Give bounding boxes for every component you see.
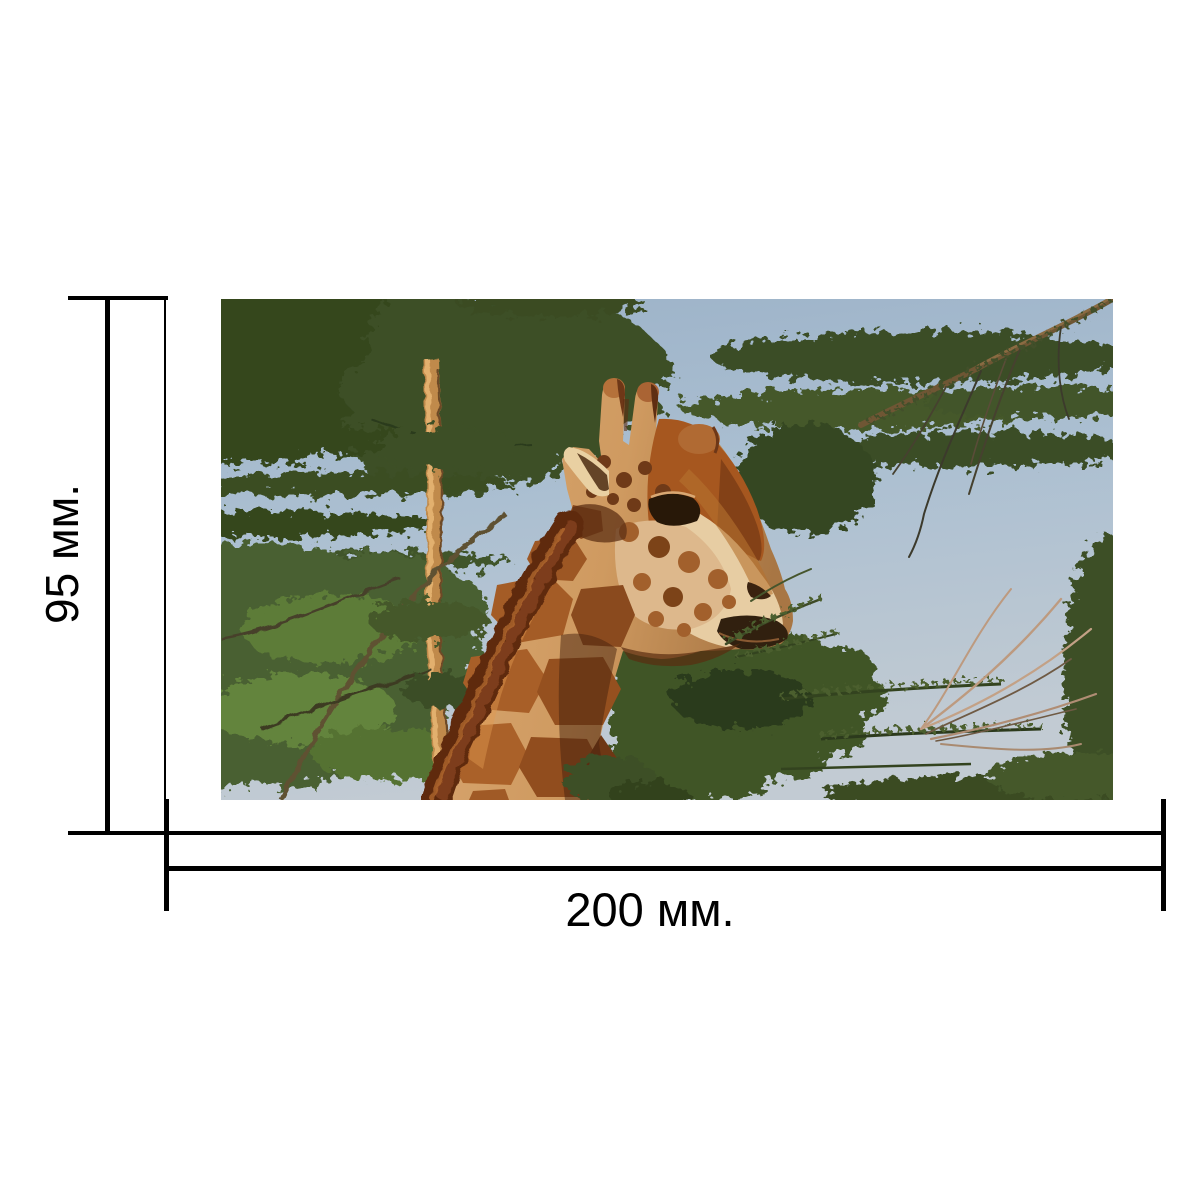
product-photo-giraffe [221,299,1113,800]
height-extension-line [164,296,166,831]
giraffe [421,378,793,800]
height-label: 95 мм. [36,484,88,624]
foreground-twigs [563,568,839,800]
foliage-right [611,331,1113,800]
dry-twigs [919,588,1098,751]
tree-canopy-left [221,299,672,792]
giraffe-eye [648,493,701,526]
giraffe-nostril [747,582,771,600]
height-dimension-line [105,296,110,835]
giraffe-cheek-spots [619,522,736,637]
height-dimension-top-cap [68,296,168,300]
width-left-cap [164,799,169,911]
branch-top-right [858,299,1113,558]
giraffe-mane [421,510,584,800]
giraffe-forehead-spots [586,455,671,512]
baseline [68,831,1166,835]
width-right-cap [1161,799,1166,911]
width-dimension-line [166,866,1166,871]
width-label: 200 мм. [565,883,735,936]
giraffe-ossicones [603,378,720,454]
